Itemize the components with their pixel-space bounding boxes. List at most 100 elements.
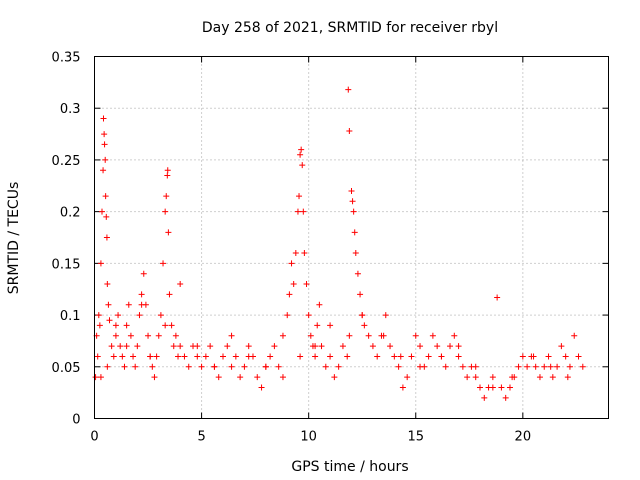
data-point: [123, 322, 130, 329]
data-point: [149, 363, 156, 370]
data-point: [322, 363, 329, 370]
data-point: [481, 394, 488, 401]
data-point: [119, 353, 126, 360]
data-point: [254, 374, 261, 381]
data-point: [101, 141, 108, 148]
data-point: [136, 312, 143, 319]
data-point: [115, 312, 122, 319]
data-point: [494, 294, 501, 301]
data-point: [228, 332, 235, 339]
data-point: [459, 363, 466, 370]
data-point: [412, 332, 419, 339]
data-point: [296, 193, 303, 200]
data-point: [106, 317, 113, 324]
data-point: [477, 384, 483, 391]
data-point: [509, 374, 516, 381]
data-point: [327, 353, 334, 360]
data-point: [442, 363, 449, 370]
data-point: [575, 353, 582, 360]
data-point: [100, 115, 107, 122]
data-point: [472, 363, 479, 370]
data-point: [279, 374, 286, 381]
data-point: [185, 363, 192, 370]
y-tick-label: 0.35: [52, 51, 81, 66]
data-point: [395, 363, 402, 370]
data-point: [348, 187, 355, 194]
data-point: [275, 363, 282, 370]
data-point: [207, 343, 214, 350]
data-point: [151, 374, 158, 381]
data-point: [172, 332, 179, 339]
data-point: [369, 343, 376, 350]
data-point: [262, 363, 269, 370]
y-tick-label: 0.15: [52, 257, 81, 272]
data-point: [112, 332, 119, 339]
data-point: [515, 363, 522, 370]
data-point: [102, 156, 109, 163]
data-point: [194, 353, 201, 360]
x-tick-label: 15: [407, 430, 424, 445]
data-point: [215, 374, 222, 381]
data-point: [138, 291, 145, 298]
data-point: [305, 312, 312, 319]
data-point: [571, 332, 578, 339]
data-point: [399, 384, 406, 391]
data-point: [566, 363, 573, 370]
data-points: [92, 86, 586, 401]
data-point: [447, 343, 454, 350]
data-point: [104, 281, 111, 288]
data-point: [298, 146, 305, 153]
data-point: [301, 250, 308, 257]
data-point: [162, 208, 169, 215]
x-tick-label: 5: [197, 430, 205, 445]
x-tick-label: 20: [515, 430, 532, 445]
data-point: [335, 363, 342, 370]
data-point: [472, 374, 479, 381]
data-point: [549, 374, 556, 381]
data-point: [134, 343, 141, 350]
y-tick-label: 0.3: [60, 102, 81, 117]
data-point: [438, 353, 445, 360]
data-point: [434, 343, 441, 350]
data-point: [345, 86, 352, 93]
data-point: [194, 343, 201, 350]
data-point: [545, 353, 552, 360]
data-point: [153, 353, 160, 360]
data-point: [429, 332, 436, 339]
data-point: [105, 301, 112, 308]
data-point: [97, 374, 104, 381]
data-point: [506, 384, 513, 391]
data-point: [245, 353, 252, 360]
data-point: [519, 353, 526, 360]
data-point: [101, 131, 108, 138]
data-point: [294, 208, 301, 215]
axis-ticks: [94, 56, 609, 419]
data-point: [224, 343, 231, 350]
data-point: [408, 353, 415, 360]
data-point: [198, 363, 205, 370]
data-point: [387, 343, 394, 350]
data-point: [331, 374, 338, 381]
data-point: [312, 353, 319, 360]
data-point: [352, 250, 359, 257]
data-point: [228, 363, 235, 370]
data-point: [97, 260, 104, 267]
x-axis-title: GPS time / hours: [291, 459, 408, 475]
data-point: [292, 250, 299, 257]
data-point: [297, 151, 304, 158]
data-point: [346, 127, 353, 134]
data-point: [346, 332, 353, 339]
data-point: [417, 363, 424, 370]
data-point: [130, 353, 137, 360]
data-point: [94, 353, 101, 360]
data-point: [391, 353, 398, 360]
data-point: [339, 343, 346, 350]
data-point: [164, 167, 171, 174]
x-tick-label: 0: [90, 430, 98, 445]
data-point: [160, 260, 167, 267]
data-point: [288, 260, 295, 267]
data-point: [175, 353, 182, 360]
data-point: [541, 363, 548, 370]
data-point: [100, 167, 107, 174]
